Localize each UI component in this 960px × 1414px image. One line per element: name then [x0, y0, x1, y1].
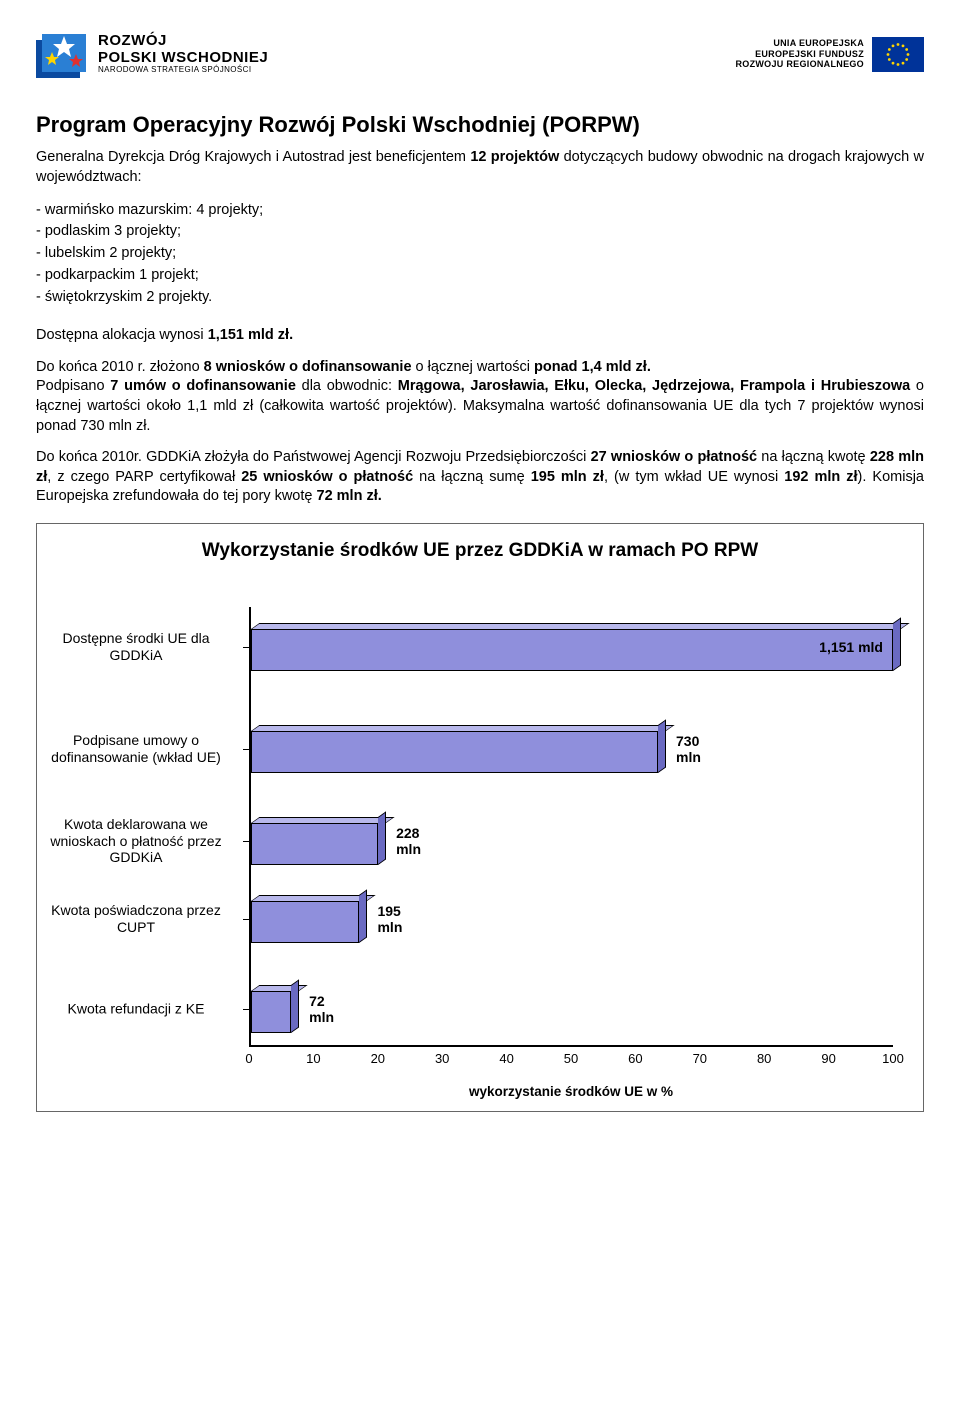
chart-bar: Podpisane umowy o dofinansowanie (wkład … — [251, 725, 658, 773]
eu-text-l3: ROZWOJU REGIONALNEGO — [735, 59, 864, 69]
x-tick: 100 — [882, 1051, 904, 1066]
chart-bar: Kwota poświadczona przez CUPT195 mln — [251, 895, 359, 943]
chart-bar-label: Kwota poświadczona przez CUPT — [41, 902, 231, 936]
project-list-item: - warmińsko mazurskim: 4 projekty; — [36, 200, 924, 222]
intro-b: 12 projektów — [470, 149, 559, 165]
chart-bar: Kwota deklarowana we wnioskach o płatnoś… — [251, 817, 378, 865]
chart-bar: Dostępne środki UE dla GDDKiA1,151 mld — [251, 623, 893, 671]
p4h: 195 mln zł — [531, 469, 604, 485]
intro-a: Generalna Dyrekcja Dróg Krajowych i Auto… — [36, 149, 470, 165]
chart-bar-value: 1,151 mld — [819, 639, 883, 655]
p3e: Podpisano — [36, 378, 110, 394]
x-tick: 30 — [435, 1051, 449, 1066]
project-list-item: - świętokrzyskim 2 projekty. — [36, 287, 924, 309]
p4g: na łączną sumę — [413, 469, 531, 485]
logo-line1a: ROZWÓJ — [98, 33, 268, 50]
x-tick: 50 — [564, 1051, 578, 1066]
p4e: , z czego PARP certyfikował — [47, 469, 241, 485]
x-tick: 60 — [628, 1051, 642, 1066]
x-tick: 20 — [371, 1051, 385, 1066]
x-axis-label: wykorzystanie środków UE w % — [469, 1084, 673, 1099]
chart-bar-label: Podpisane umowy o dofinansowanie (wkład … — [41, 732, 231, 766]
project-list-item: - lubelskim 2 projekty; — [36, 243, 924, 265]
project-list-item: - podkarpackim 1 projekt; — [36, 265, 924, 287]
chart-bar-value: 195 mln — [377, 903, 402, 935]
allocation-paragraph: Dostępna alokacja wynosi 1,151 mld zł. — [36, 326, 924, 346]
eu-text-l1: UNIA EUROPEJSKA — [735, 38, 864, 48]
p3d: ponad 1,4 mld zł. — [534, 359, 651, 375]
paragraph-4: Do końca 2010r. GDDKiA złożyła do Państw… — [36, 448, 924, 507]
alloc-b: 1,151 mld zł. — [208, 327, 293, 343]
p3f: 7 umów o dofinansowanie — [110, 378, 296, 394]
eu-text: UNIA EUROPEJSKA EUROPEJSKI FUNDUSZ ROZWO… — [735, 38, 864, 69]
p4f: 25 wniosków o płatność — [241, 469, 413, 485]
p4i: , (w tym wkład UE wynosi — [604, 469, 784, 485]
x-tick: 40 — [499, 1051, 513, 1066]
logo-left: ROZWÓJ POLSKI WSCHODNIEJ NARODOWA STRATE… — [36, 30, 268, 78]
chart-bar-label: Dostępne środki UE dla GDDKiA — [41, 630, 231, 664]
program-logo-text: ROZWÓJ POLSKI WSCHODNIEJ NARODOWA STRATE… — [98, 33, 268, 75]
p3g: dla obwodnic: — [296, 378, 398, 394]
program-logo-icon — [36, 30, 88, 78]
intro-paragraph: Generalna Dyrekcja Dróg Krajowych i Auto… — [36, 148, 924, 187]
chart-bar-label: Kwota refundacji z KE — [41, 1000, 231, 1017]
x-tick: 90 — [821, 1051, 835, 1066]
alloc-a: Dostępna alokacja wynosi — [36, 327, 208, 343]
chart-frame: Wykorzystanie środków UE przez GDDKiA w … — [36, 523, 924, 1112]
p4b: 27 wniosków o płatność — [591, 449, 758, 465]
chart-bar-label: Kwota deklarowana we wnioskach o płatnoś… — [41, 816, 231, 866]
logo-line1b: POLSKI WSCHODNIEJ — [98, 50, 268, 67]
eu-flag-icon — [872, 37, 924, 72]
x-tick: 70 — [693, 1051, 707, 1066]
page-title: Program Operacyjny Rozwój Polski Wschodn… — [36, 112, 924, 138]
chart-plot: Dostępne środki UE dla GDDKiA1,151 mld Po… — [249, 607, 893, 1047]
chart-body: Dostępne środki UE dla GDDKiA1,151 mld Po… — [249, 607, 893, 1087]
p4l: 72 mln zł. — [317, 488, 382, 504]
p4j: 192 mln zł — [784, 469, 857, 485]
chart-bar-value: 730 mln — [676, 733, 701, 765]
chart-bar: Kwota refundacji z KE72 mln — [251, 985, 291, 1033]
x-axis: wykorzystanie środków UE w % 01020304050… — [249, 1047, 893, 1087]
p3b: 8 wniosków o dofinansowanie — [204, 359, 412, 375]
p4c: na łączną kwotę — [757, 449, 870, 465]
p4a: Do końca 2010r. GDDKiA złożyła do Państw… — [36, 449, 591, 465]
logo-right: UNIA EUROPEJSKA EUROPEJSKI FUNDUSZ ROZWO… — [735, 37, 924, 72]
x-tick: 10 — [306, 1051, 320, 1066]
logo-line2: NARODOWA STRATEGIA SPÓJNOŚCI — [98, 66, 268, 75]
p3c: o łącznej wartości — [412, 359, 535, 375]
page: ROZWÓJ POLSKI WSCHODNIEJ NARODOWA STRATE… — [0, 0, 960, 1142]
chart-title: Wykorzystanie środków UE przez GDDKiA w … — [49, 540, 911, 562]
header: ROZWÓJ POLSKI WSCHODNIEJ NARODOWA STRATE… — [36, 30, 924, 78]
x-tick: 0 — [245, 1051, 252, 1066]
p3a: Do końca 2010 r. złożono — [36, 359, 204, 375]
p3h: Mrągowa, Jarosławia, Ełku, Olecka, Jędrz… — [398, 378, 910, 394]
eu-text-l2: EUROPEJSKI FUNDUSZ — [735, 49, 864, 59]
project-list: - warmińsko mazurskim: 4 projekty;- podl… — [36, 200, 924, 309]
chart-bar-value: 72 mln — [309, 993, 334, 1025]
x-tick: 80 — [757, 1051, 771, 1066]
chart-bar-value: 228 mln — [396, 825, 421, 857]
paragraph-3: Do końca 2010 r. złożono 8 wniosków o do… — [36, 358, 924, 436]
project-list-item: - podlaskim 3 projekty; — [36, 221, 924, 243]
